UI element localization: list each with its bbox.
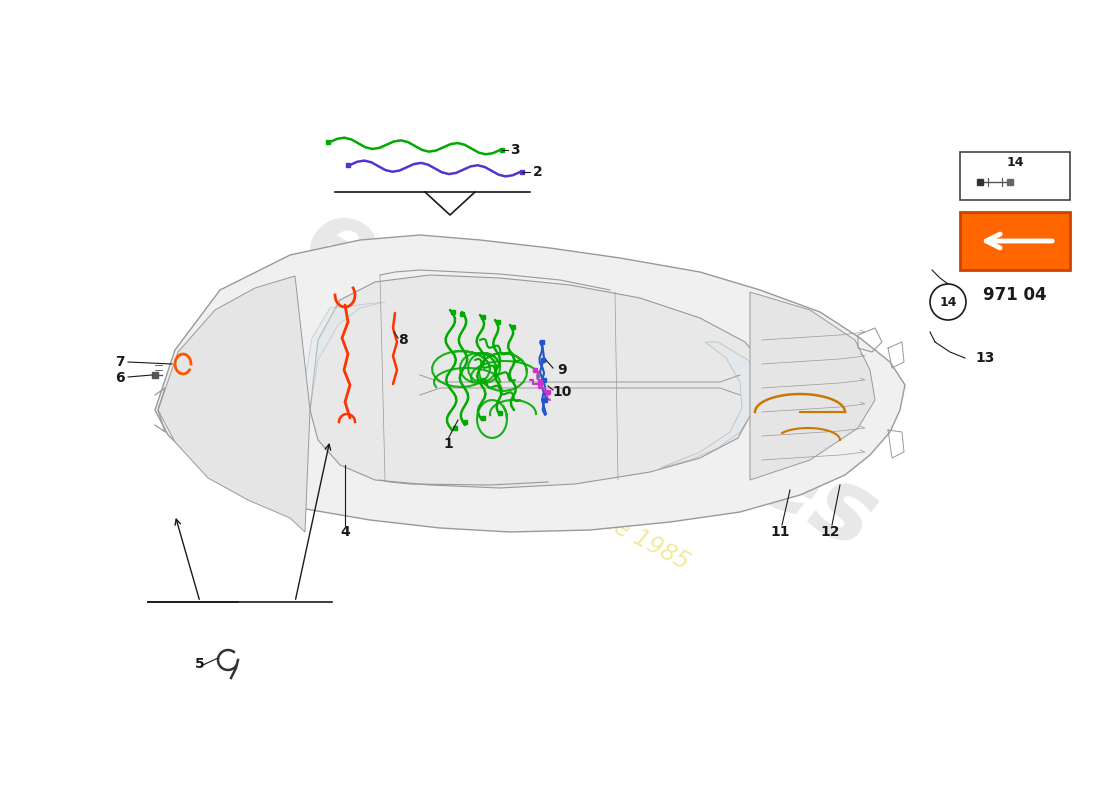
Text: 4: 4	[340, 525, 350, 539]
Text: 14: 14	[939, 295, 957, 309]
Text: 7: 7	[116, 355, 124, 369]
Text: 9: 9	[558, 363, 566, 377]
Polygon shape	[155, 235, 905, 532]
Text: 1: 1	[443, 437, 453, 451]
Text: 3: 3	[510, 143, 520, 157]
Text: 11: 11	[770, 525, 790, 539]
Text: eurospares: eurospares	[288, 189, 892, 571]
Polygon shape	[750, 292, 874, 480]
FancyBboxPatch shape	[960, 152, 1070, 200]
Text: a passion for parts since 1985: a passion for parts since 1985	[366, 386, 693, 574]
Polygon shape	[158, 276, 310, 532]
Text: 12: 12	[821, 525, 839, 539]
Polygon shape	[305, 302, 385, 410]
Text: 13: 13	[975, 351, 994, 365]
Polygon shape	[310, 275, 764, 488]
Polygon shape	[660, 342, 762, 468]
Text: 14: 14	[1006, 155, 1024, 169]
Text: 10: 10	[552, 385, 572, 399]
Text: 5: 5	[195, 657, 205, 671]
Text: 8: 8	[398, 333, 408, 347]
Text: 2: 2	[534, 165, 543, 179]
Text: 971 04: 971 04	[983, 286, 1047, 304]
FancyBboxPatch shape	[960, 212, 1070, 270]
Text: 6: 6	[116, 371, 124, 385]
